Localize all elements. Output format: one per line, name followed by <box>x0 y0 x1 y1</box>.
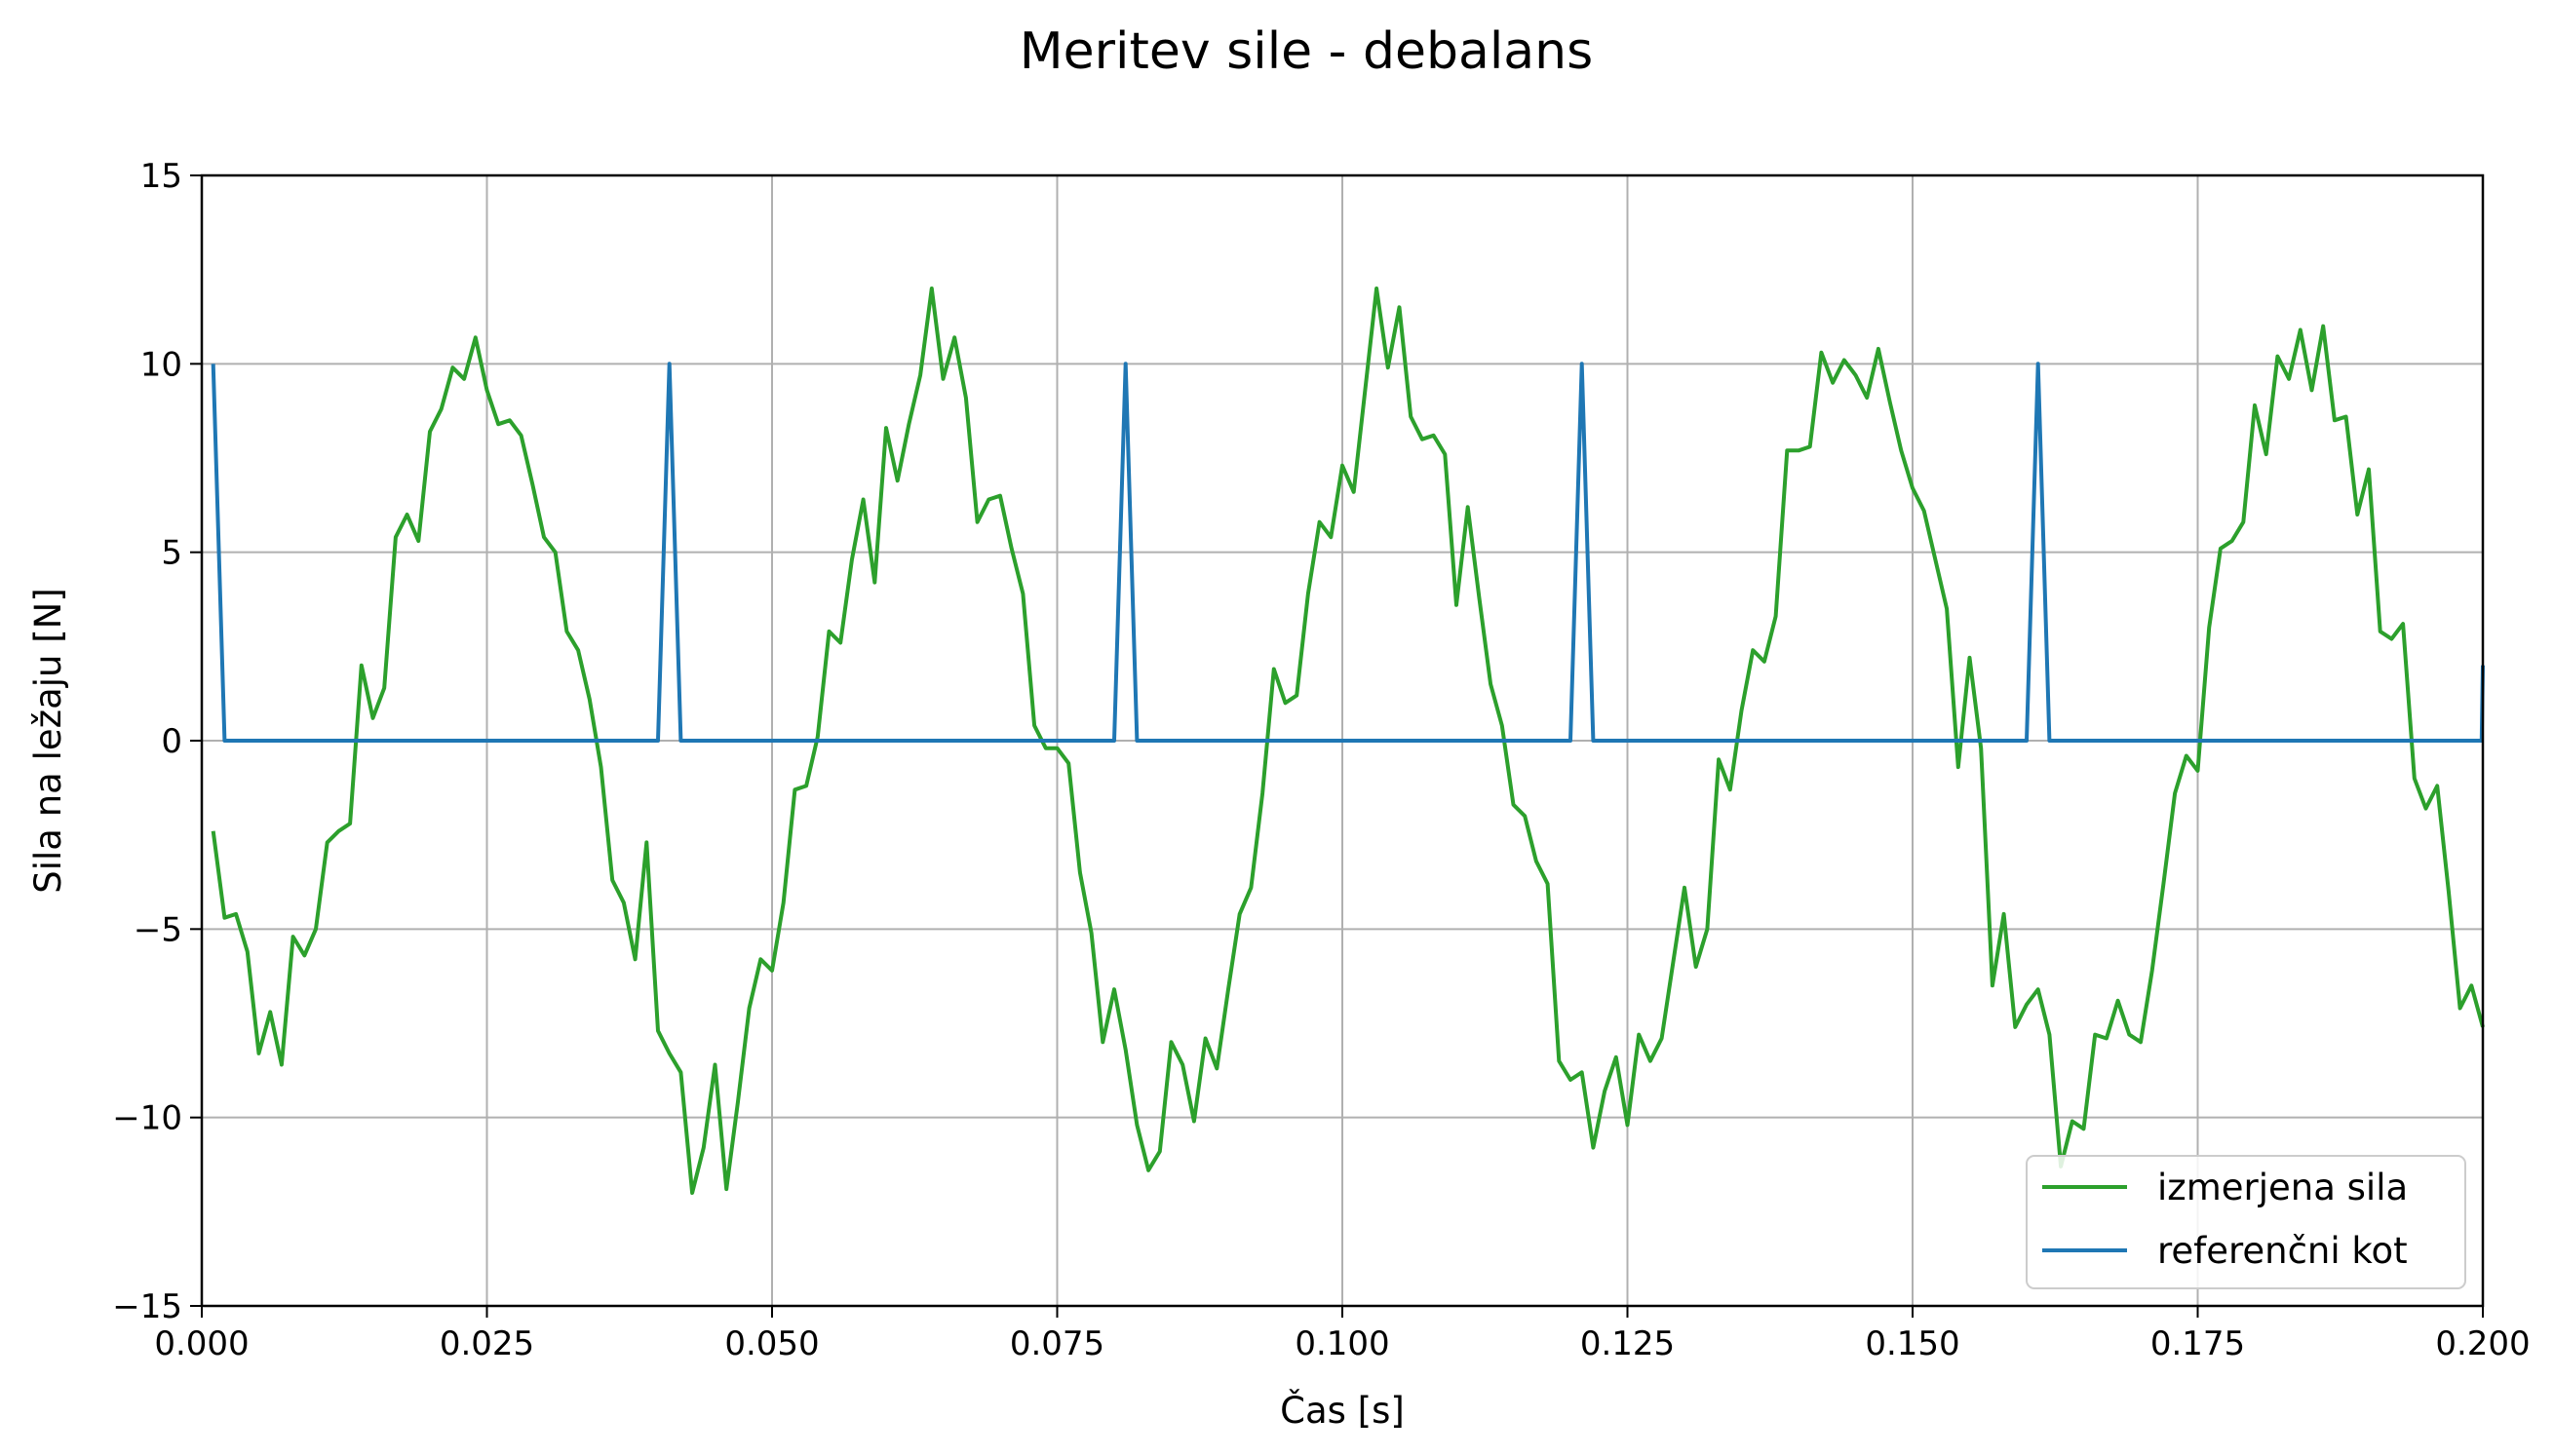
y-tick-label: −5 <box>134 910 182 949</box>
x-tick-label: 0.100 <box>1295 1324 1389 1363</box>
y-axis-label: Sila na ležaju [N] <box>27 588 69 894</box>
x-tick-label: 0.025 <box>440 1324 534 1363</box>
y-tick-label: 15 <box>140 157 182 196</box>
legend-label-measured-force: izmerjena sila <box>2157 1167 2408 1208</box>
legend: izmerjena sila referenčni kot <box>2026 1155 2466 1289</box>
x-tick-label: 0.200 <box>2435 1324 2530 1363</box>
x-tick-label: 0.150 <box>1865 1324 1959 1363</box>
x-tick-label: 0.075 <box>1010 1324 1104 1363</box>
y-tick-label: 5 <box>161 534 182 573</box>
x-tick-label: 0.175 <box>2150 1324 2245 1363</box>
legend-label-reference-angle: referenčni kot <box>2157 1230 2408 1272</box>
legend-box <box>2026 1155 2466 1289</box>
chart-title: Meritev sile - debalans <box>1020 22 1593 81</box>
y-tick-label: 0 <box>161 722 182 761</box>
axis-ticks: 0.000 0.025 0.050 0.075 0.100 0.125 0.150 0.175… <box>112 157 2530 1363</box>
x-tick-label: 0.125 <box>1580 1324 1675 1363</box>
x-tick-label: 0.000 <box>154 1324 249 1363</box>
y-tick-label: −10 <box>112 1099 182 1138</box>
series-layer <box>211 287 2485 1195</box>
y-tick-label: −15 <box>112 1287 182 1326</box>
y-tick-label: 10 <box>140 345 182 384</box>
series-line-reference-angle <box>211 362 2485 743</box>
series-line-measured-force <box>211 287 2485 1195</box>
x-tick-label: 0.050 <box>724 1324 819 1363</box>
x-axis-label: Čas [s] <box>1280 1389 1405 1432</box>
